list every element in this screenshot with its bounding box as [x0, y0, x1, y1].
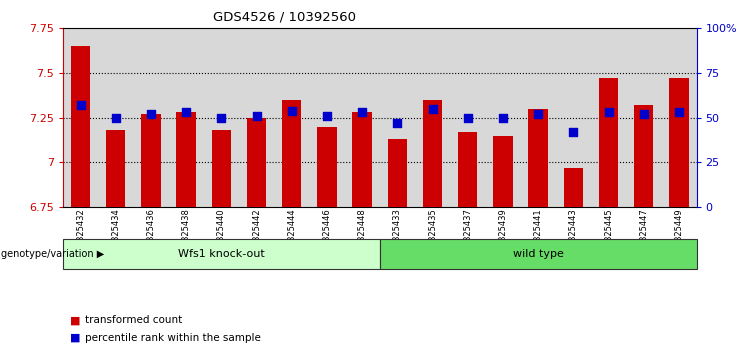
Bar: [415, 28, 450, 207]
Bar: [204, 28, 239, 207]
Point: [602, 109, 614, 115]
Bar: [345, 28, 379, 207]
Bar: [564, 168, 583, 207]
Point: [638, 111, 650, 117]
Bar: [458, 132, 477, 207]
Bar: [485, 28, 520, 207]
Bar: [450, 28, 485, 207]
Bar: [591, 28, 626, 207]
Point: [75, 102, 87, 108]
Text: wild type: wild type: [513, 249, 564, 259]
Point: [568, 129, 579, 135]
Text: ■: ■: [70, 315, 81, 325]
Bar: [494, 136, 513, 207]
Point: [673, 109, 685, 115]
Text: genotype/variation ▶: genotype/variation ▶: [1, 249, 104, 259]
Bar: [379, 28, 415, 207]
Text: GDS4526 / 10392560: GDS4526 / 10392560: [213, 11, 356, 24]
Bar: [388, 139, 407, 207]
Bar: [309, 28, 345, 207]
Bar: [212, 130, 231, 207]
Bar: [133, 28, 168, 207]
Point: [497, 115, 509, 121]
Point: [216, 115, 227, 121]
Point: [532, 111, 544, 117]
Bar: [239, 28, 274, 207]
Bar: [142, 114, 161, 207]
Point: [321, 113, 333, 119]
Point: [180, 109, 192, 115]
Bar: [556, 28, 591, 207]
Bar: [661, 28, 697, 207]
Bar: [176, 112, 196, 207]
Point: [462, 115, 473, 121]
Text: ■: ■: [70, 333, 81, 343]
Bar: [423, 100, 442, 207]
Bar: [599, 78, 618, 207]
Text: Wfs1 knock-out: Wfs1 knock-out: [178, 249, 265, 259]
Point: [427, 106, 439, 112]
Bar: [274, 28, 309, 207]
Bar: [106, 130, 125, 207]
Bar: [634, 105, 654, 207]
Bar: [528, 109, 548, 207]
Bar: [353, 112, 372, 207]
Bar: [98, 28, 133, 207]
Bar: [282, 100, 302, 207]
Bar: [520, 28, 556, 207]
Bar: [63, 28, 98, 207]
Text: transformed count: transformed count: [85, 315, 182, 325]
Bar: [168, 28, 204, 207]
Bar: [247, 118, 266, 207]
Text: percentile rank within the sample: percentile rank within the sample: [85, 333, 261, 343]
Point: [250, 113, 262, 119]
Point: [391, 120, 403, 126]
Bar: [626, 28, 661, 207]
Point: [286, 108, 298, 113]
Bar: [669, 78, 688, 207]
Bar: [317, 127, 336, 207]
Point: [145, 111, 157, 117]
Point: [356, 109, 368, 115]
Bar: [71, 46, 90, 207]
Point: [110, 115, 122, 121]
